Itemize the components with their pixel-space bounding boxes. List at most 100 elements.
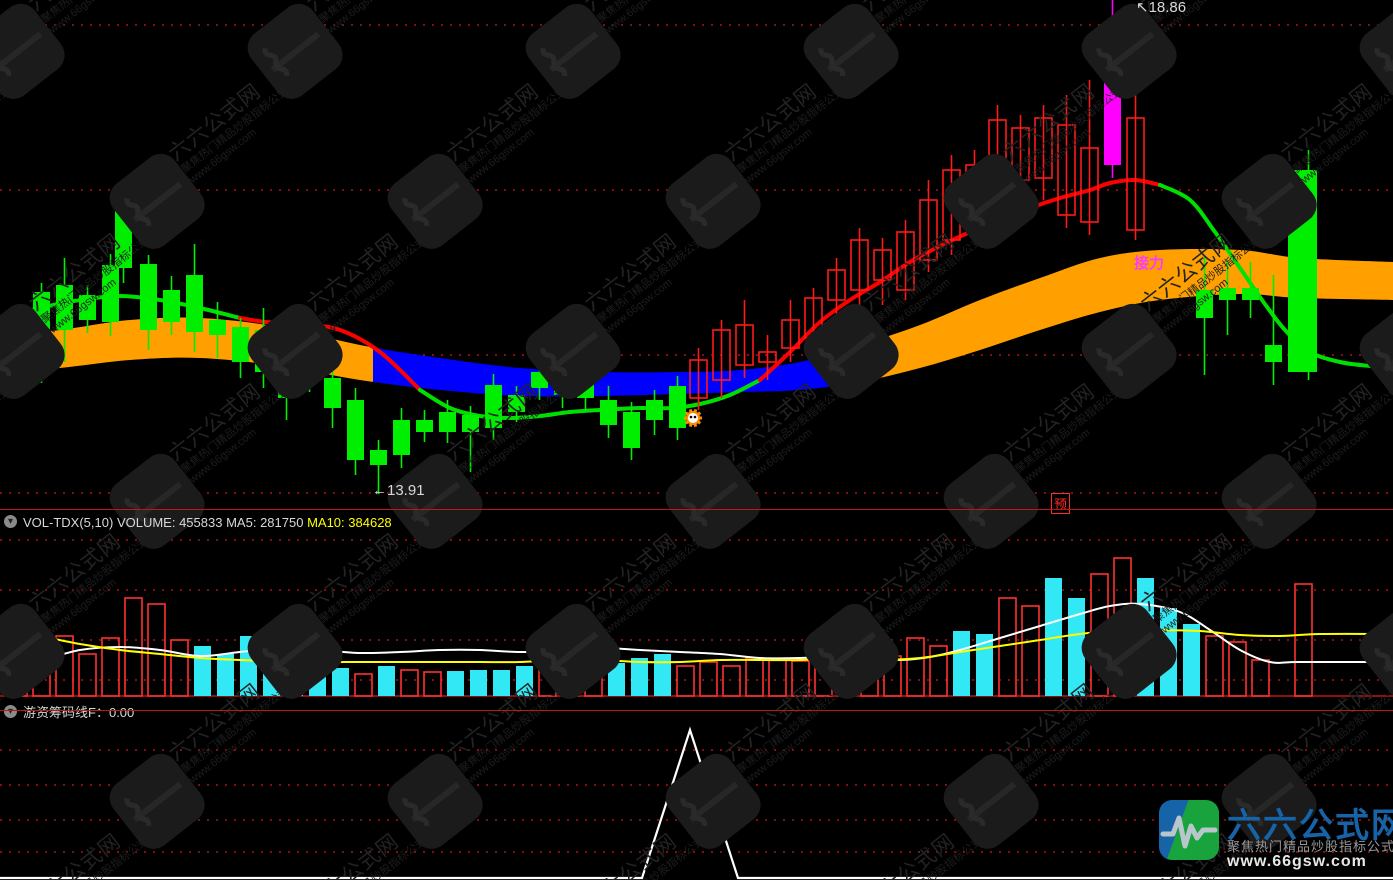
- candle-body-down: [301, 350, 318, 368]
- yu-annotation: 预: [1051, 493, 1071, 514]
- volume-bar-up: [929, 645, 948, 697]
- candle-body-down: [393, 420, 410, 455]
- volume-bar-up: [837, 659, 856, 697]
- candle-body-up: [850, 239, 869, 291]
- volume-bar-down: [608, 663, 625, 696]
- volume-bar-up: [791, 660, 810, 697]
- volume-bar-up: [1113, 557, 1132, 697]
- high-price-label: ↖18.86: [1136, 0, 1186, 16]
- site-logo: 六六公式网 聚焦热门精品炒股指标公式 www.66gsw.com: [1159, 800, 1393, 874]
- candle-body-down: [462, 415, 479, 432]
- volume-chart-canvas[interactable]: [0, 510, 1393, 708]
- candle-body-down: [1219, 288, 1236, 300]
- volume-bar-up: [584, 663, 603, 697]
- volume-bar-up: [676, 665, 695, 697]
- candle-body-up: [1126, 117, 1145, 231]
- candle-body-down: [232, 327, 249, 362]
- volume-bar-up: [1251, 659, 1270, 697]
- candle-body-down: [370, 450, 387, 465]
- volume-bar-up: [814, 637, 833, 697]
- candle-body-down: [140, 264, 157, 330]
- sun-marker-icon: [684, 408, 702, 428]
- candle-body-up: [689, 359, 708, 399]
- volume-bar-up: [1205, 635, 1224, 697]
- candle-body-last: [1288, 170, 1314, 372]
- volume-panel-titlebar[interactable]: ▾ VOL-TDX(5,10) VOLUME: 455833 MA5: 28175…: [0, 511, 1393, 532]
- volume-bar-up: [906, 637, 925, 697]
- candle-body-down: [347, 400, 364, 460]
- candle-body-down: [577, 380, 594, 398]
- volume-bar-down: [953, 631, 970, 696]
- volume-bar-up: [883, 655, 902, 697]
- logo-url: www.66gsw.com: [1227, 853, 1367, 870]
- candle-body-up: [873, 249, 892, 281]
- volume-bar-up: [1228, 641, 1247, 697]
- volume-bar-down: [194, 646, 211, 696]
- candle-body-down: [669, 386, 686, 428]
- band-blue-middle: [373, 347, 835, 397]
- candle-body-down: [531, 372, 548, 388]
- jieli-annotation: 接力: [1134, 255, 1165, 272]
- vol-indicator-name: VOL-TDX(5,10): [23, 515, 114, 531]
- chip-line-panel[interactable]: [0, 712, 1393, 880]
- volume-bar-up: [32, 647, 51, 697]
- candle-body-special: [1104, 55, 1121, 165]
- candle-body-down: [508, 395, 525, 412]
- vol-volume-value: 455833: [179, 515, 223, 531]
- chevron-down-icon[interactable]: ▾: [4, 515, 17, 529]
- volume-bar-down: [470, 670, 487, 696]
- candle-body-down: [623, 412, 640, 448]
- candle-body-up: [712, 329, 731, 381]
- candle-body-down: [1242, 288, 1259, 300]
- volume-bar-up: [1021, 605, 1040, 697]
- volume-bar-up: [354, 673, 373, 697]
- volume-bar-up: [1294, 583, 1313, 697]
- sub-indicator-name: 游资筹码线F: [23, 705, 96, 721]
- candle-body-up: [1080, 147, 1099, 223]
- candle-body-up: [735, 324, 754, 366]
- panel-separator-top: [0, 509, 1393, 510]
- candle-body-down: [278, 352, 295, 398]
- volume-bar-down: [493, 670, 510, 696]
- candle-body-up: [758, 351, 777, 363]
- chevron-down-icon[interactable]: ▾: [4, 705, 17, 719]
- volume-bar-up: [423, 671, 442, 697]
- volume-bar-down: [217, 654, 234, 696]
- volume-bar-up: [998, 597, 1017, 697]
- volume-bar-down: [447, 671, 464, 696]
- vol-ma5-value: 281750: [260, 515, 304, 531]
- low-price-value: 13.91: [387, 482, 425, 499]
- price-chart-canvas[interactable]: [0, 0, 1393, 507]
- volume-bar-up: [400, 669, 419, 697]
- volume-bar-down: [286, 648, 303, 696]
- volume-bar-up: [768, 659, 787, 697]
- vol-volume-label: VOLUME:: [116, 515, 176, 531]
- sub-value: 0.00: [108, 705, 135, 721]
- candle-body-down: [416, 420, 433, 432]
- volume-bar-down: [332, 668, 349, 696]
- high-price-arrow-icon: ↖: [1136, 0, 1149, 16]
- chip-line-canvas[interactable]: [0, 712, 1393, 880]
- volume-bar-down: [240, 636, 257, 696]
- volume-bar-up: [538, 669, 557, 697]
- volume-bar-up: [9, 653, 28, 697]
- candle-body-down: [600, 400, 617, 425]
- volume-bar-down: [1160, 608, 1177, 696]
- volume-bar-series: [9, 557, 1313, 697]
- volume-bar-down: [631, 658, 648, 696]
- candle-body-down: [1265, 345, 1282, 362]
- chip-line-panel-titlebar[interactable]: ▾ 游资筹码线F：0.00: [0, 701, 1393, 722]
- price-chart-panel[interactable]: [0, 0, 1393, 507]
- volume-bar-up: [699, 661, 718, 697]
- candle-body-down: [10, 350, 27, 370]
- volume-bar-up: [55, 635, 74, 697]
- volume-bar-up: [170, 639, 189, 697]
- candle-body-down: [56, 285, 73, 330]
- volume-chart-panel[interactable]: [0, 510, 1393, 708]
- candle-body-down: [1196, 290, 1213, 318]
- volume-bar-up: [745, 657, 764, 697]
- candle-body-up: [896, 231, 915, 291]
- volume-bar-down: [516, 666, 533, 696]
- candle-body-down: [163, 290, 180, 322]
